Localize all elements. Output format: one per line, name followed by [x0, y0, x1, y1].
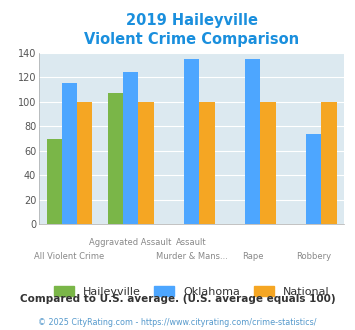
Bar	[138, 102, 153, 224]
Text: Robbery: Robbery	[296, 252, 331, 261]
Legend: Haileyville, Oklahoma, National: Haileyville, Oklahoma, National	[50, 281, 333, 301]
Text: Compared to U.S. average. (U.S. average equals 100): Compared to U.S. average. (U.S. average …	[20, 294, 335, 304]
Text: Assault: Assault	[176, 238, 207, 247]
Bar	[108, 93, 123, 224]
Bar	[77, 102, 92, 224]
Text: All Violent Crime: All Violent Crime	[34, 252, 105, 261]
Bar	[47, 139, 62, 224]
Bar	[200, 102, 214, 224]
Text: Rape: Rape	[242, 252, 263, 261]
Text: Murder & Mans...: Murder & Mans...	[156, 252, 228, 261]
Bar	[261, 102, 275, 224]
Title: 2019 Haileyville
Violent Crime Comparison: 2019 Haileyville Violent Crime Compariso…	[84, 13, 299, 48]
Bar	[184, 59, 200, 224]
Text: © 2025 CityRating.com - https://www.cityrating.com/crime-statistics/: © 2025 CityRating.com - https://www.city…	[38, 318, 317, 327]
Bar	[62, 83, 77, 224]
Bar	[322, 102, 337, 224]
Bar	[245, 59, 261, 224]
Bar	[123, 72, 138, 224]
Text: Aggravated Assault: Aggravated Assault	[89, 238, 172, 247]
Bar	[306, 134, 322, 224]
